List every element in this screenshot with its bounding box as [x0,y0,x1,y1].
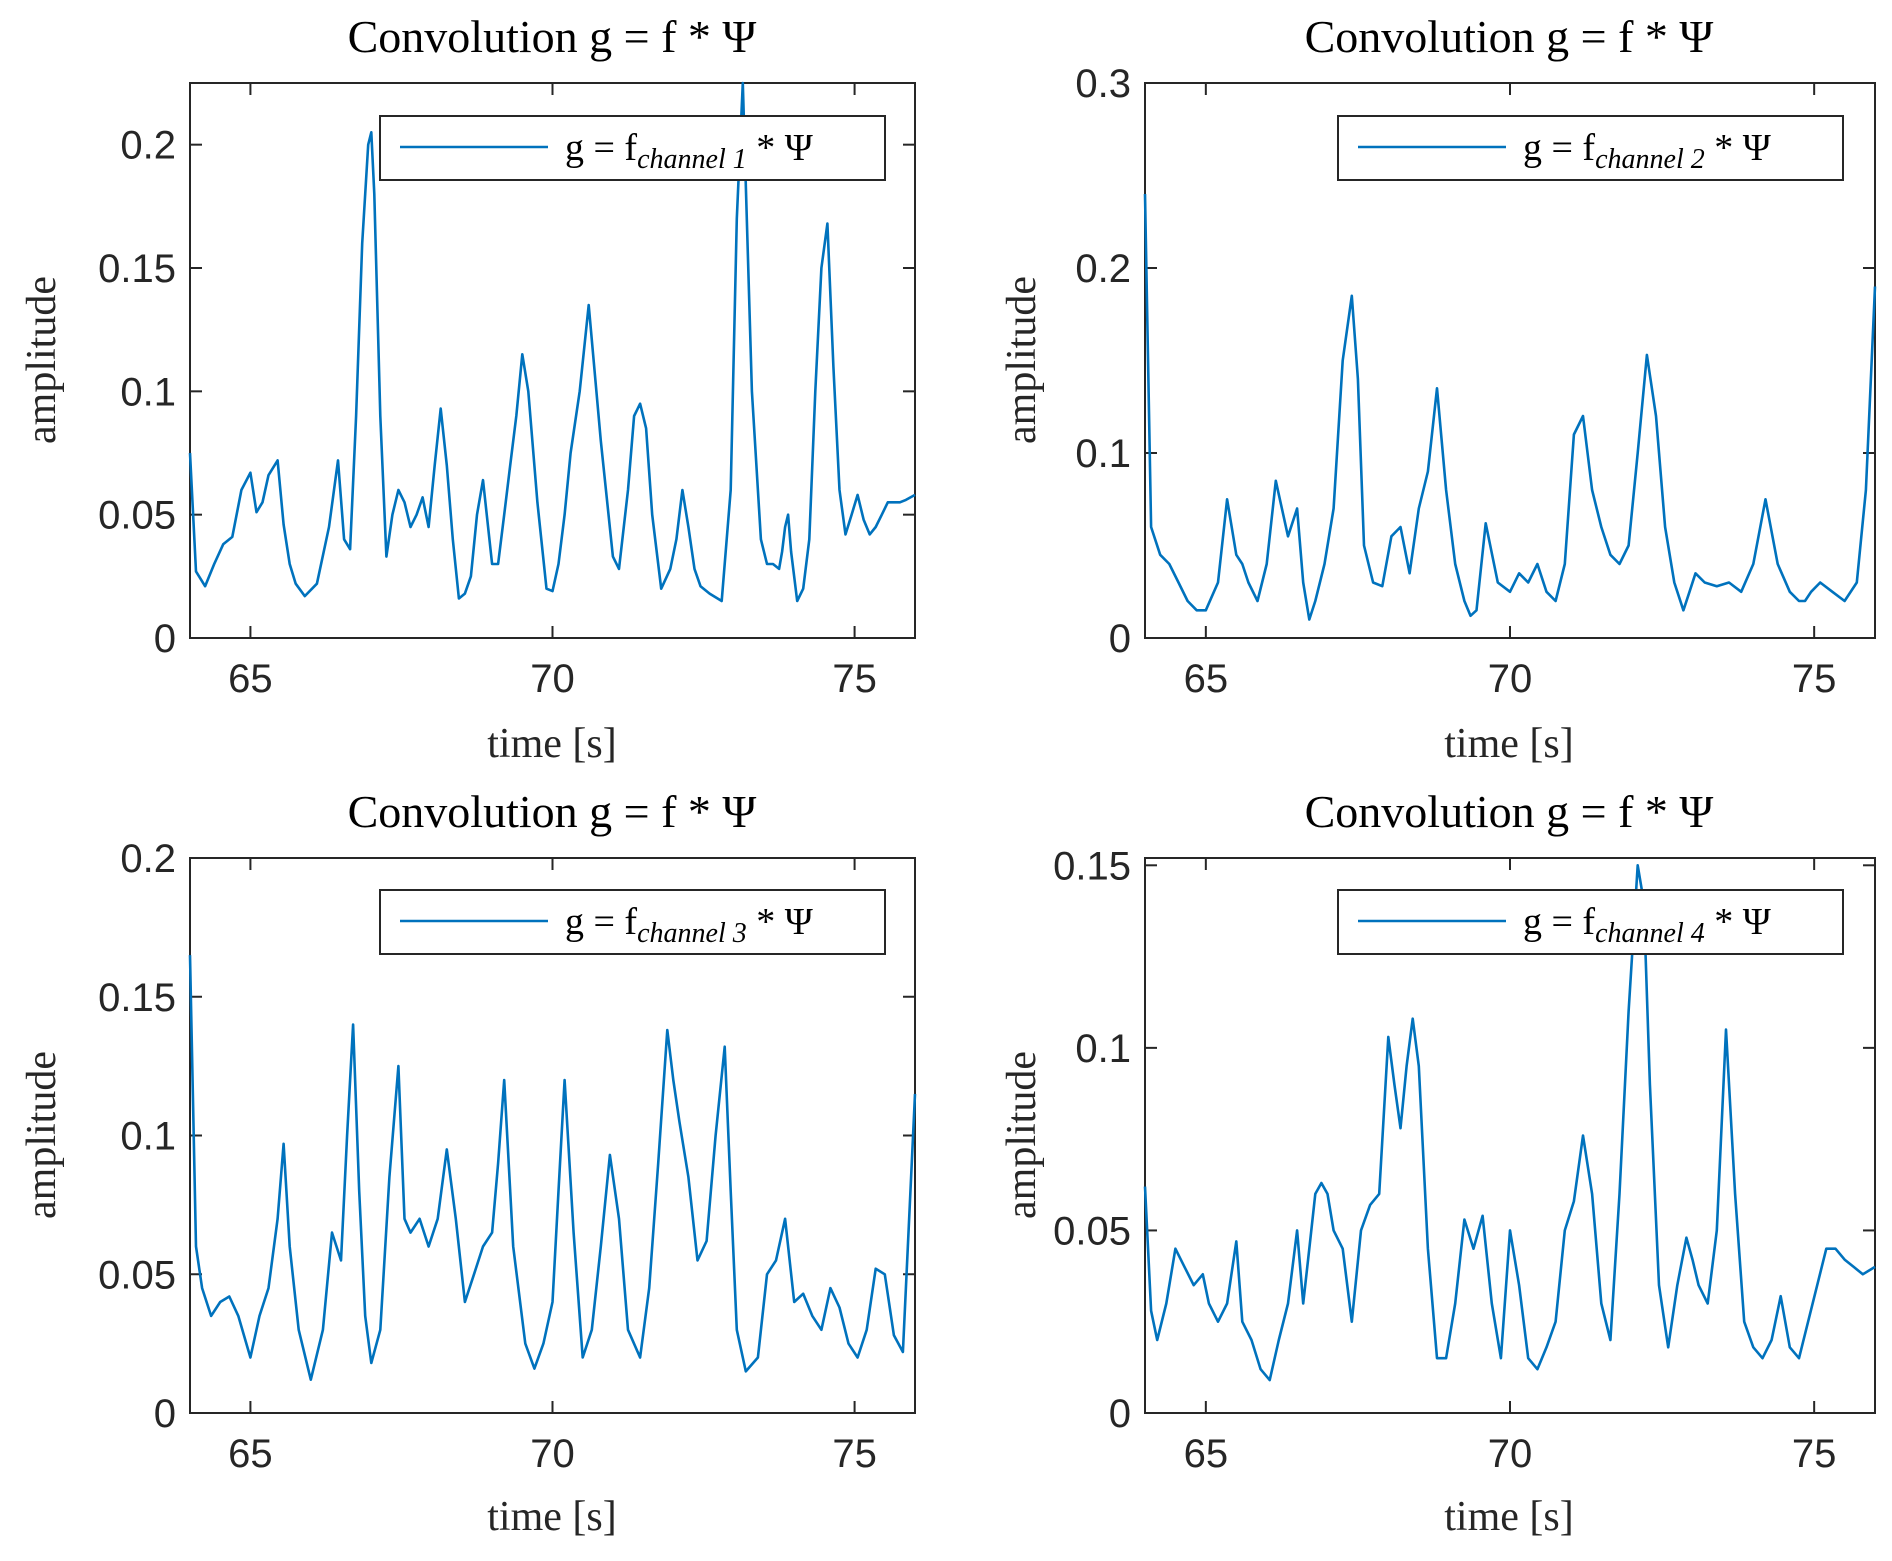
y-tick-label: 0 [154,1392,176,1436]
y-tick-label: 0.05 [98,494,176,538]
y-tick-label: 0.2 [1075,247,1131,291]
x-axis-label: time [s] [1444,1494,1573,1540]
x-axis-label: time [s] [1444,721,1573,767]
y-ticks: 0 0.1 0.2 0.3 [1075,62,1875,661]
subplot-channel-1: Convolution g = f * Ψ 0 0.05 0.1 0.15 0.2 65… [19,11,916,767]
y-axis-label: amplitude [999,276,1045,444]
y-tick-label: 0.1 [120,1115,176,1159]
x-tick-label: 75 [832,657,877,701]
legend: g = fchannel 4 * Ψ [1337,889,1844,955]
y-tick-label: 0.3 [1075,62,1131,106]
y-tick-label: 0.2 [120,837,176,881]
y-tick-label: 0.1 [1075,432,1131,476]
x-tick-label: 70 [1488,657,1533,701]
legend: g = fchannel 1 * Ψ [379,115,886,181]
y-tick-label: 0.05 [98,1253,176,1297]
legend: g = fchannel 3 * Ψ [379,889,886,955]
subplot-title: Convolution g = f * Ψ [1305,786,1714,837]
y-tick-label: 0.15 [98,976,176,1020]
series-line [188,955,917,1381]
y-tick-label: 0 [1109,617,1131,661]
y-ticks: 0 0.05 0.1 0.15 0.2 [98,124,915,661]
subplot-title: Convolution g = f * Ψ [1305,11,1714,62]
x-tick-label: 65 [1184,1432,1229,1476]
y-tick-label: 0.15 [1053,844,1131,888]
y-axis-label: amplitude [999,1051,1045,1219]
x-tick-label: 70 [1488,1432,1533,1476]
x-tick-label: 70 [530,657,575,701]
subplot-channel-2: Convolution g = f * Ψ 00.10.20.3 65 70 75 … [999,11,1877,767]
y-tick-label: 0.15 [98,247,176,291]
y-ticks: 0 0.05 0.1 0.15 0.2 [98,837,915,1436]
y-tick-label: 0 [154,617,176,661]
x-ticks: 65 70 75 [1184,83,1837,701]
y-tick-label: 0.2 [120,124,176,168]
subplot-channel-3: Convolution g = f * Ψ 0 0.05 0.1 0.15 0.2 65… [19,786,917,1540]
x-ticks: 65 70 75 [228,858,877,1476]
series-line [188,81,916,603]
x-tick-label: 75 [1792,1432,1837,1476]
x-ticks: 65 70 75 [228,83,877,701]
legend-label: g = fchannel 3 * Ψ [565,901,813,949]
y-ticks: 0 0.05 0.1 0.15 [1053,844,1875,1436]
subplot-title: Convolution g = f * Ψ [348,786,757,837]
y-tick-label: 0.1 [1075,1027,1131,1071]
x-axis-label: time [s] [487,1494,616,1540]
y-tick-label: 0.1 [120,370,176,414]
x-tick-label: 70 [530,1432,575,1476]
legend-label: g = fchannel 4 * Ψ [1523,901,1771,949]
x-tick-label: 65 [228,657,273,701]
x-ticks: 65 70 75 [1184,858,1837,1476]
x-tick-label: 75 [832,1432,877,1476]
subplot-channel-4: Convolution g = f * Ψ 0 0.05 0.1 0.15 65 70 7… [999,786,1876,1540]
y-tick-label: 0 [1109,1392,1131,1436]
x-tick-label: 65 [1184,657,1229,701]
legend-label: g = fchannel 1 * Ψ [565,127,813,175]
legend: g = fchannel 2 * Ψ [1337,115,1844,181]
y-axis-label: amplitude [19,1051,65,1219]
x-axis-label: time [s] [487,721,616,767]
legend-box [379,115,886,181]
x-tick-label: 65 [228,1432,273,1476]
y-tick-label: 0.05 [1053,1209,1131,1253]
series-line [1143,193,1877,621]
legend-label: g = fchannel 2 * Ψ [1523,127,1771,175]
series-line [1143,864,1876,1382]
subplot-title: Convolution g = f * Ψ [348,11,757,62]
x-tick-label: 75 [1792,657,1837,701]
y-axis-label: amplitude [19,276,65,444]
